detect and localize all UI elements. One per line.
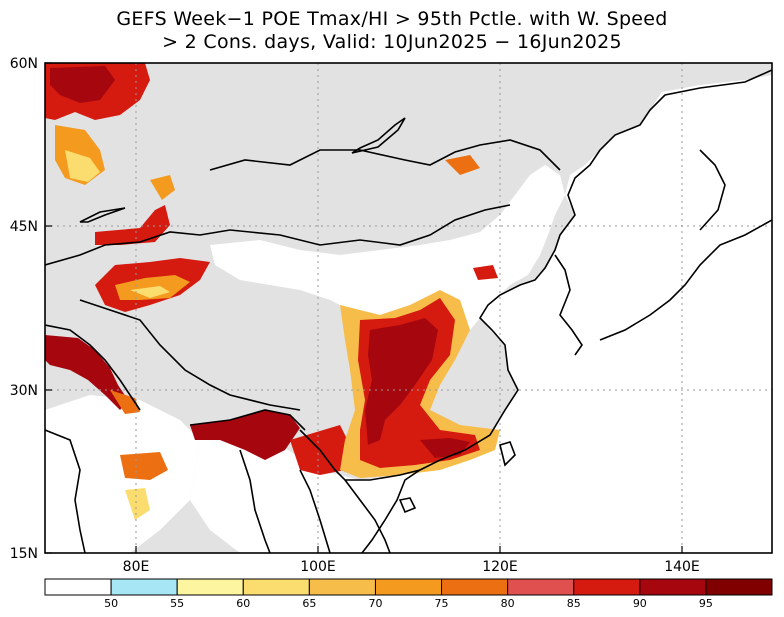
lon-label-140e: 140E	[664, 559, 700, 575]
map-frame	[44, 62, 773, 554]
lon-label-120e: 120E	[482, 559, 518, 575]
colorbar-swatch	[441, 578, 509, 596]
lon-label-100e: 100E	[300, 559, 336, 575]
prob-region-pakistan	[45, 335, 128, 410]
india-low-prob	[45, 395, 200, 553]
korea-japan-low-prob	[520, 215, 772, 553]
prob-fringe-xinjiang	[130, 286, 170, 298]
colorbar-label: 65	[302, 597, 316, 610]
graticule	[45, 63, 772, 553]
prob-fringe-northwest	[65, 150, 100, 182]
prob-core-central-china	[365, 318, 438, 445]
colorbar-swatch	[110, 578, 178, 596]
heat-probability-fill	[45, 63, 500, 520]
prob-region-kazakh	[95, 205, 170, 245]
map-title-line-1: GEFS Week−1 POE Tmax/HI > 95th Pctle. wi…	[116, 8, 668, 30]
lat-label-30n: 30N	[10, 383, 38, 399]
axis-ticks	[45, 62, 683, 554]
colorbar-label: 90	[633, 597, 647, 610]
prob-region-mongolia-spot	[445, 155, 480, 175]
colorbar-label: 50	[104, 597, 118, 610]
colorbar-label: 55	[170, 597, 184, 610]
coastlines-borders	[45, 69, 772, 553]
colorbar-swatch	[639, 578, 707, 596]
lat-label-15n: 15N	[10, 546, 38, 562]
prob-fringe-india	[125, 488, 150, 520]
map-title-line-2: > 2 Cons. days, Valid: 10Jun2025 − 16Jun…	[162, 31, 622, 53]
prob-core-northwest	[50, 66, 115, 103]
colorbar: 50 55 60 65 70 75 80 85 90 95	[44, 578, 773, 610]
colorbar-swatch	[507, 578, 575, 596]
colorbar-swatch	[705, 578, 773, 596]
prob-region-india	[120, 452, 168, 480]
lat-label-45n: 45N	[10, 219, 38, 235]
china-interior-low-prob	[210, 165, 565, 355]
prob-edge-kazakh	[150, 175, 175, 200]
colorbar-swatch	[573, 578, 641, 596]
prob-region-north-china	[473, 265, 498, 280]
colorbar-swatch	[176, 578, 244, 596]
lat-label-60n: 60N	[10, 56, 38, 72]
colorbar-label: 75	[435, 597, 449, 610]
colorbar-label: 85	[567, 597, 581, 610]
southeast-asia-low-prob	[190, 430, 450, 553]
colorbar-swatch	[374, 578, 443, 596]
colorbar-swatch	[44, 578, 112, 596]
colorbar-label: 60	[236, 597, 250, 610]
colorbar-label: 70	[368, 597, 382, 610]
lon-label-80e: 80E	[123, 559, 150, 575]
colorbar-label: 80	[501, 597, 515, 610]
colorbar-label: 95	[699, 597, 713, 610]
colorbar-swatch	[308, 578, 376, 596]
prob-region-himalaya	[190, 410, 300, 460]
colorbar-swatch	[242, 578, 310, 596]
prob-edge-pakistan	[110, 390, 140, 414]
